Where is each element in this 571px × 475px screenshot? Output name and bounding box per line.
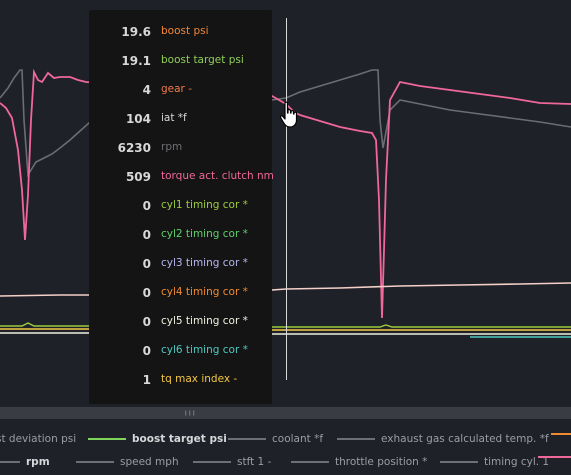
tooltip-label: torque act. clutch nm — [161, 170, 274, 182]
tooltip-label: cyl3 timing cor * — [161, 257, 248, 269]
tooltip-value: 0 — [142, 228, 151, 242]
series-legend: st deviation psi boost target psi coolant … — [0, 419, 571, 475]
legend-item[interactable]: st deviation psi — [0, 433, 76, 445]
hand-pointer-icon — [279, 101, 298, 128]
legend-item[interactable]: speed mph — [76, 456, 179, 468]
legend-item[interactable]: exhaust gas calculated temp. *f — [337, 433, 549, 445]
legend-swatch — [440, 461, 478, 463]
legend-swatch — [228, 438, 266, 440]
legend-swatch — [337, 438, 375, 440]
legend-item[interactable]: stft 1 - — [193, 456, 271, 468]
tooltip-label: gear - — [161, 83, 193, 95]
tooltip-label: boost psi — [161, 25, 209, 37]
legend-label: st deviation psi — [0, 433, 77, 445]
legend-item[interactable] — [551, 433, 571, 435]
legend-label: throttle position * — [335, 456, 428, 468]
tooltip-label: boost target psi — [161, 54, 244, 66]
tooltip-row: 4 gear - — [89, 83, 272, 103]
legend-label: boost target psi — [132, 433, 227, 445]
legend-label: speed mph — [120, 456, 179, 468]
legend-label: rpm — [26, 456, 50, 468]
tooltip-value: 0 — [142, 257, 151, 271]
tooltip-row: 104 iat *f — [89, 112, 272, 132]
legend-swatch — [0, 461, 20, 463]
tooltip-row: 0 cyl1 timing cor * — [89, 199, 272, 219]
tooltip-label: cyl2 timing cor * — [161, 228, 248, 240]
torque-series-line — [0, 68, 571, 319]
panel-splitter[interactable] — [0, 407, 571, 419]
tooltip-value: 19.1 — [121, 54, 151, 68]
tooltip-label: cyl5 timing cor * — [161, 315, 248, 327]
tooltip-row: 0 cyl5 timing cor * — [89, 315, 272, 335]
tooltip-value: 6230 — [117, 141, 151, 155]
tooltip-row: 0 cyl2 timing cor * — [89, 228, 272, 248]
legend-item[interactable]: rpm — [0, 456, 50, 468]
legend-label: timing cyl. 1 — [484, 456, 550, 468]
tooltip-value: 4 — [142, 83, 151, 97]
tooltip-row: 0 cyl3 timing cor * — [89, 257, 272, 277]
legend-item[interactable]: boost target psi — [88, 433, 227, 445]
cyl-timing-line-b — [0, 328, 571, 331]
legend-item[interactable] — [538, 456, 571, 458]
legend-swatch — [76, 461, 114, 463]
drag-grip-icon[interactable] — [184, 410, 196, 416]
legend-item[interactable]: timing cyl. 1 — [440, 456, 549, 468]
data-tooltip: 19.6 boost psi 19.1 boost target psi 4 gear -… — [89, 10, 274, 404]
tooltip-label: rpm — [161, 141, 183, 153]
tooltip-row: 1 tq max index - — [89, 373, 272, 393]
tooltip-label: iat *f — [161, 112, 187, 124]
rpm-series-line — [0, 69, 571, 178]
cyl-timing-line-a — [0, 322, 571, 328]
tooltip-label: tq max index - — [161, 373, 238, 385]
tooltip-value: 0 — [142, 286, 151, 300]
legend-item[interactable]: throttle position * — [291, 456, 427, 468]
legend-swatch — [88, 438, 126, 440]
tooltip-value: 0 — [142, 199, 151, 213]
tooltip-row: 509 torque act. clutch nm — [89, 170, 274, 190]
legend-swatch — [291, 461, 329, 463]
tooltip-row: 0 cyl6 timing cor * — [89, 344, 272, 364]
iat-series-line — [0, 282, 571, 297]
tooltip-value: 1 — [142, 373, 151, 387]
tooltip-value: 509 — [125, 170, 151, 184]
tooltip-row: 19.1 boost target psi — [89, 54, 272, 74]
legend-item[interactable]: coolant *f — [228, 433, 323, 445]
tooltip-row: 0 cyl4 timing cor * — [89, 286, 272, 306]
tooltip-label: cyl4 timing cor * — [161, 286, 248, 298]
cursor-line — [286, 18, 287, 380]
legend-swatch — [193, 461, 231, 463]
tooltip-row: 19.6 boost psi — [89, 25, 272, 45]
legend-swatch — [538, 456, 571, 458]
legend-label: exhaust gas calculated temp. *f — [381, 433, 549, 445]
legend-label: coolant *f — [272, 433, 324, 445]
tooltip-value: 0 — [142, 315, 151, 329]
tooltip-label: cyl6 timing cor * — [161, 344, 248, 356]
legend-swatch — [551, 433, 571, 435]
tooltip-value: 104 — [125, 112, 151, 126]
tooltip-row: 6230 rpm — [89, 141, 272, 161]
tooltip-value: 19.6 — [121, 25, 151, 39]
tooltip-value: 0 — [142, 344, 151, 358]
tooltip-label: cyl1 timing cor * — [161, 199, 248, 211]
legend-label: stft 1 - — [237, 456, 272, 468]
